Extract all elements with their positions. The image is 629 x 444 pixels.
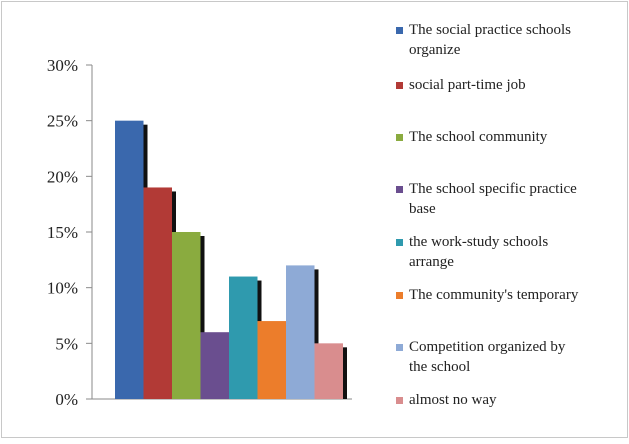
bar: [115, 120, 144, 400]
y-tick-label: 25%: [47, 112, 78, 131]
legend-label: The community's temporary: [409, 287, 579, 303]
legend-label: almost no way: [409, 392, 497, 408]
legend-label: The social practice schools: [409, 22, 571, 38]
legend-label: arrange: [409, 254, 454, 270]
legend-swatch: [396, 186, 403, 193]
bar: [200, 332, 229, 399]
bar: [143, 187, 172, 399]
y-tick-label: 30%: [47, 56, 78, 75]
legend-swatch: [396, 397, 403, 404]
bar: [172, 232, 201, 399]
legend-label: The school community: [409, 129, 548, 145]
y-tick-label: 0%: [55, 390, 78, 409]
legend-label: the work-study schools: [409, 234, 548, 250]
y-tick-label: 10%: [47, 279, 78, 298]
bars-group: [115, 120, 347, 400]
bar: [229, 276, 258, 399]
axes: 0% 5% 10% 15% 20% 25% 30%: [47, 56, 352, 409]
legend-label: organize: [409, 42, 461, 58]
legend-swatch: [396, 134, 403, 141]
legend-swatch: [396, 292, 403, 299]
legend-swatch: [396, 239, 403, 246]
bar-shadow: [200, 236, 205, 399]
y-tick-label: 20%: [47, 167, 78, 186]
bar: [286, 265, 315, 399]
legend-swatch: [396, 344, 403, 351]
legend-label: The school specific practice: [409, 181, 577, 197]
legend-swatch: [396, 82, 403, 89]
y-tick-label: 15%: [47, 223, 78, 242]
legend-label: social part-time job: [409, 77, 526, 93]
legend-label: the school: [409, 359, 470, 375]
bar: [257, 321, 286, 399]
legend: The social practice schools organize socia…: [396, 22, 579, 408]
legend-swatch: [396, 27, 403, 34]
bar-shadow: [343, 347, 347, 399]
bar: [314, 343, 343, 399]
legend-label: Competition organized by: [409, 339, 566, 355]
bar-shadow: [314, 269, 319, 399]
legend-label: base: [409, 201, 436, 217]
y-tick-label: 5%: [55, 334, 78, 353]
